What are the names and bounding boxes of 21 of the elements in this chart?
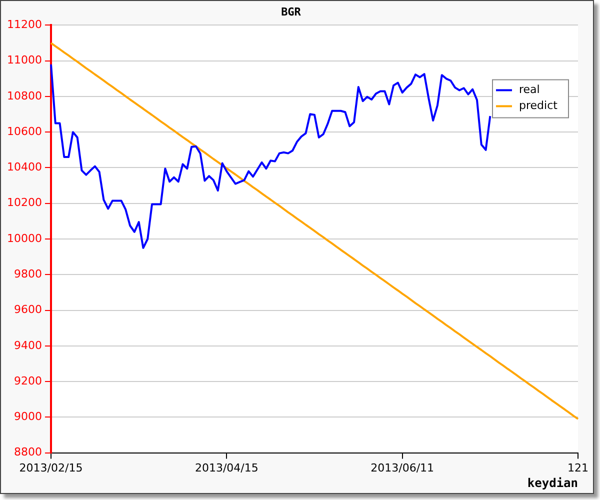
chart-title: BGR [281,5,302,18]
y-tick-label: 10800 [6,89,42,102]
x-axis-title: keydian [527,476,578,490]
y-tick-label: 11200 [6,18,42,32]
y-tick-label: 10400 [6,160,42,174]
legend-label: predict [519,99,558,112]
x-tick-label: 2013/04/15 [194,461,258,474]
y-tick-label: 9600 [14,303,42,316]
y-tick-label: 8800 [14,446,42,459]
y-tick-label: 10000 [6,232,42,245]
x-tick-label: 2013/02/15 [19,461,83,474]
y-tick-label: 9800 [14,267,42,280]
y-tick-label: 9200 [14,374,42,388]
y-tick-label: 11000 [6,54,42,67]
x-tick-label: 121 [568,461,588,474]
y-tick-label: 9400 [14,338,42,352]
y-tick-label: 10600 [6,124,42,138]
legend-label: real [519,83,540,96]
x-tick-label: 2013/06/11 [370,461,434,474]
y-tick-label: 9000 [14,410,42,424]
y-tick-label: 10200 [6,196,42,210]
